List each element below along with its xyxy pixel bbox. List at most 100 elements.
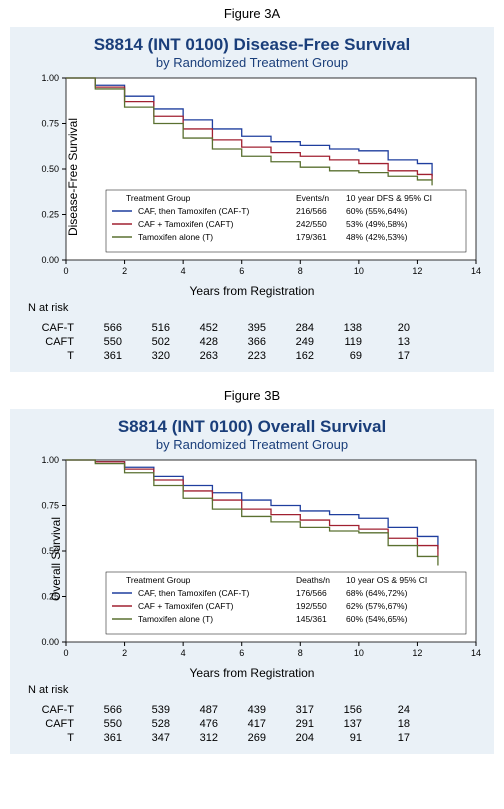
risk-header: N at risk — [28, 684, 486, 696]
svg-text:68% (64%,72%): 68% (64%,72%) — [346, 588, 408, 598]
risk-cell: 550 — [80, 718, 126, 730]
svg-text:10 year DFS & 95% CI: 10 year DFS & 95% CI — [346, 193, 432, 203]
plot-area: 0.000.250.500.751.0002468101214Treatment… — [18, 72, 486, 282]
risk-row-label: T — [30, 732, 78, 744]
risk-header: N at risk — [28, 302, 486, 314]
svg-text:192/550: 192/550 — [296, 601, 327, 611]
table-row: T3613202632231626917 — [30, 350, 414, 362]
risk-row-label: T — [30, 350, 78, 362]
svg-text:Deaths/n: Deaths/n — [296, 575, 330, 585]
risk-cell: 17 — [368, 350, 414, 362]
y-axis-label: Overall Survival — [49, 517, 63, 601]
km-svg: 0.000.250.500.751.0002468101214Treatment… — [18, 454, 486, 664]
chart-title: S8814 (INT 0100) Disease-Free Survival — [18, 35, 486, 55]
risk-row-label: CAF-T — [30, 322, 78, 334]
svg-text:48% (42%,53%): 48% (42%,53%) — [346, 232, 408, 242]
svg-text:0.75: 0.75 — [41, 501, 59, 511]
svg-text:2: 2 — [122, 266, 127, 276]
svg-text:216/566: 216/566 — [296, 206, 327, 216]
risk-cell: 91 — [320, 732, 366, 744]
svg-text:2: 2 — [122, 648, 127, 658]
figure-label: Figure 3A — [0, 0, 504, 27]
svg-text:12: 12 — [412, 648, 422, 658]
risk-cell: 361 — [80, 732, 126, 744]
svg-text:242/550: 242/550 — [296, 219, 327, 229]
svg-text:14: 14 — [471, 266, 481, 276]
km-svg: 0.000.250.500.751.0002468101214Treatment… — [18, 72, 486, 282]
svg-text:8: 8 — [298, 648, 303, 658]
risk-row-label: CAFT — [30, 336, 78, 348]
svg-text:0.25: 0.25 — [41, 210, 59, 220]
risk-cell: 347 — [128, 732, 174, 744]
svg-text:6: 6 — [239, 648, 244, 658]
risk-cell: 263 — [176, 350, 222, 362]
x-axis-label: Years from Registration — [18, 666, 486, 680]
y-axis-label: Disease-Free Survival — [66, 118, 80, 236]
svg-text:4: 4 — [181, 648, 186, 658]
svg-text:10: 10 — [354, 648, 364, 658]
svg-text:60% (55%,64%): 60% (55%,64%) — [346, 206, 408, 216]
risk-cell: 18 — [368, 718, 414, 730]
svg-text:4: 4 — [181, 266, 186, 276]
plot-area: 0.000.250.500.751.0002468101214Treatment… — [18, 454, 486, 664]
risk-cell: 539 — [128, 704, 174, 716]
svg-text:1.00: 1.00 — [41, 455, 59, 465]
risk-cell: 312 — [176, 732, 222, 744]
risk-cell: 476 — [176, 718, 222, 730]
svg-text:53% (49%,58%): 53% (49%,58%) — [346, 219, 408, 229]
risk-cell: 223 — [224, 350, 270, 362]
svg-text:60% (54%,65%): 60% (54%,65%) — [346, 614, 408, 624]
svg-text:10 year OS & 95% CI: 10 year OS & 95% CI — [346, 575, 427, 585]
svg-text:10: 10 — [354, 266, 364, 276]
risk-cell: 24 — [368, 704, 414, 716]
risk-cell: 502 — [128, 336, 174, 348]
svg-text:CAF, then Tamoxifen (CAF-T): CAF, then Tamoxifen (CAF-T) — [138, 588, 249, 598]
risk-cell: 487 — [176, 704, 222, 716]
table-row: CAF-T56651645239528413820 — [30, 322, 414, 334]
svg-text:1.00: 1.00 — [41, 73, 59, 83]
risk-cell: 395 — [224, 322, 270, 334]
table-row: T3613473122692049117 — [30, 732, 414, 744]
risk-table: CAF-T56653948743931715624CAFT55052847641… — [28, 702, 416, 746]
risk-cell: 317 — [272, 704, 318, 716]
svg-text:CAF, then Tamoxifen (CAF-T): CAF, then Tamoxifen (CAF-T) — [138, 206, 249, 216]
svg-text:CAF + Tamoxifen (CAFT): CAF + Tamoxifen (CAFT) — [138, 601, 234, 611]
risk-cell: 249 — [272, 336, 318, 348]
risk-cell: 439 — [224, 704, 270, 716]
svg-text:Events/n: Events/n — [296, 193, 329, 203]
svg-text:0.00: 0.00 — [41, 637, 59, 647]
chart-title: S8814 (INT 0100) Overall Survival — [18, 417, 486, 437]
risk-cell: 550 — [80, 336, 126, 348]
figure-label: Figure 3B — [0, 382, 504, 409]
svg-text:14: 14 — [471, 648, 481, 658]
km-panel: S8814 (INT 0100) Overall Survivalby Rand… — [10, 409, 494, 754]
svg-text:145/361: 145/361 — [296, 614, 327, 624]
risk-cell: 320 — [128, 350, 174, 362]
svg-text:8: 8 — [298, 266, 303, 276]
risk-cell: 119 — [320, 336, 366, 348]
risk-cell: 17 — [368, 732, 414, 744]
svg-text:Treatment Group: Treatment Group — [126, 193, 191, 203]
km-panel: S8814 (INT 0100) Disease-Free Survivalby… — [10, 27, 494, 372]
table-row: CAFT55052847641729113718 — [30, 718, 414, 730]
risk-cell: 417 — [224, 718, 270, 730]
svg-text:Treatment Group: Treatment Group — [126, 575, 191, 585]
risk-cell: 13 — [368, 336, 414, 348]
risk-cell: 284 — [272, 322, 318, 334]
risk-cell: 138 — [320, 322, 366, 334]
svg-text:176/566: 176/566 — [296, 588, 327, 598]
risk-cell: 162 — [272, 350, 318, 362]
svg-text:12: 12 — [412, 266, 422, 276]
svg-text:0: 0 — [63, 266, 68, 276]
risk-cell: 516 — [128, 322, 174, 334]
svg-text:62% (57%,67%): 62% (57%,67%) — [346, 601, 408, 611]
risk-table: CAF-T56651645239528413820CAFT55050242836… — [28, 320, 416, 364]
risk-cell: 69 — [320, 350, 366, 362]
risk-row-label: CAFT — [30, 718, 78, 730]
svg-text:0.50: 0.50 — [41, 164, 59, 174]
svg-text:6: 6 — [239, 266, 244, 276]
chart-subtitle: by Randomized Treatment Group — [18, 437, 486, 452]
risk-row-label: CAF-T — [30, 704, 78, 716]
risk-cell: 566 — [80, 322, 126, 334]
risk-cell: 156 — [320, 704, 366, 716]
